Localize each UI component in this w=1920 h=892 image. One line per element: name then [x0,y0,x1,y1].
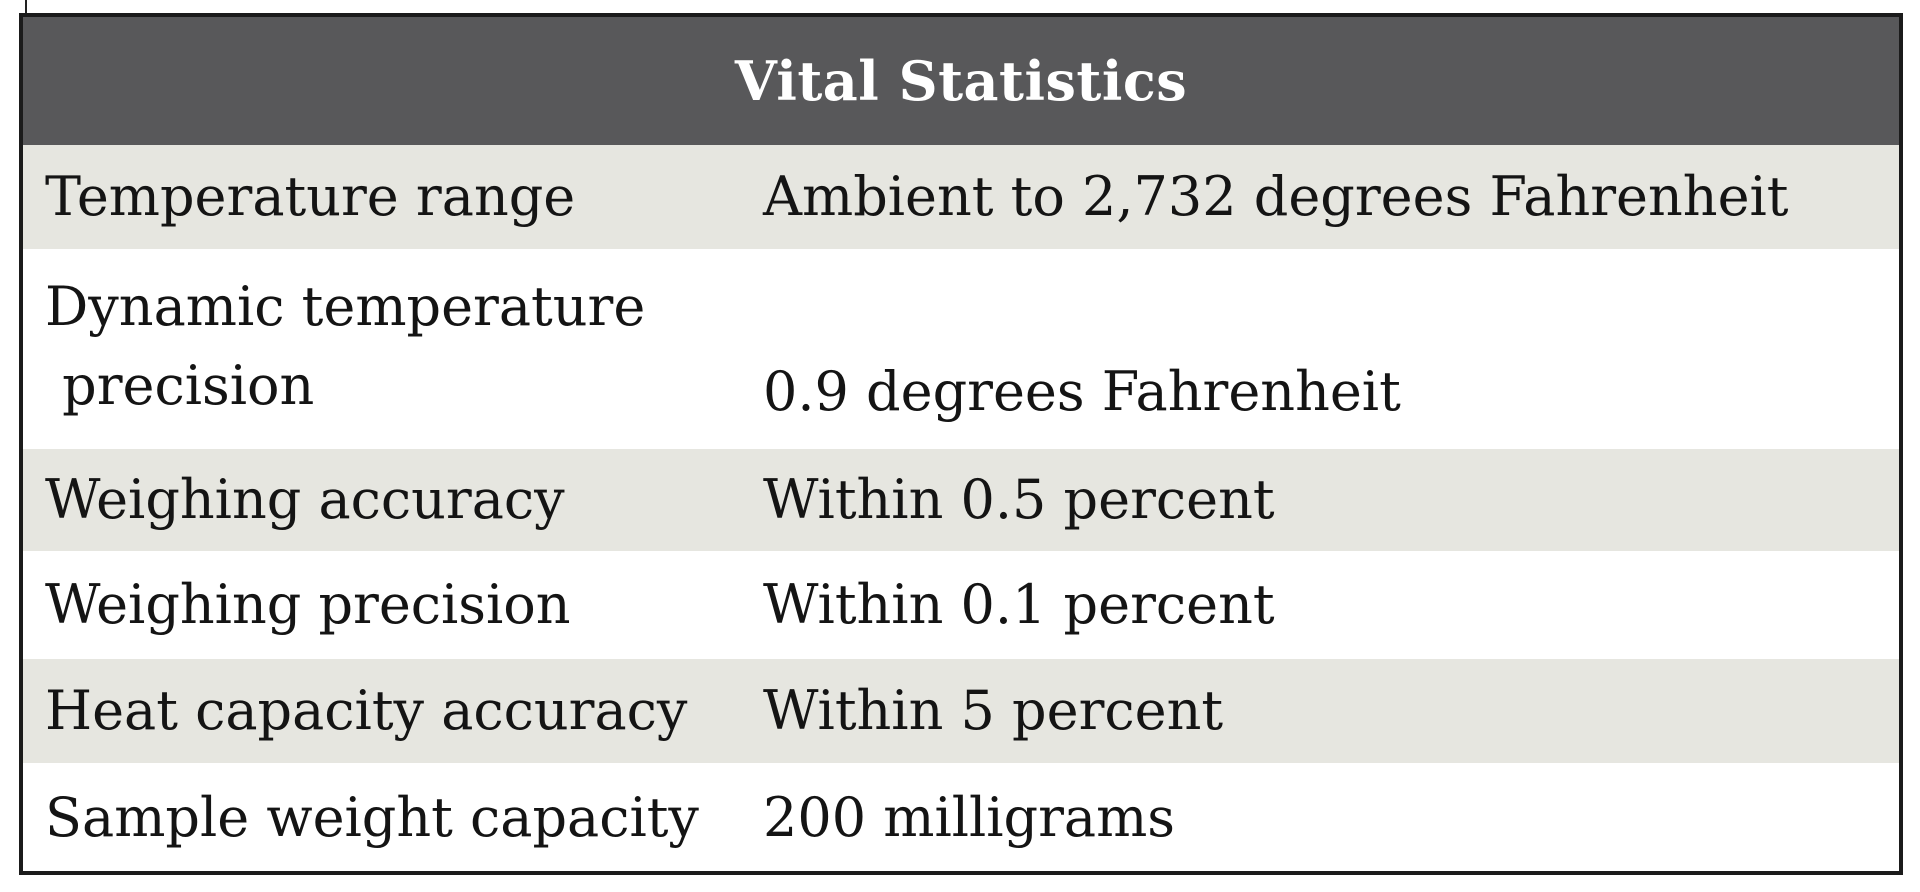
row-value: Within 0.5 percent [763,468,1275,532]
table-row: Sample weight capacity 200 milligrams [23,763,1899,871]
table-row: Heat capacity accuracy Within 5 percent [23,659,1899,763]
table-row: Weighing accuracy Within 0.5 percent [23,449,1899,551]
row-label: Sample weight capacity [45,786,699,850]
row-label: Heat capacity accuracy [45,679,688,743]
table-title: Vital Statistics [23,17,1899,145]
row-value: Within 0.1 percent [763,573,1275,637]
table-row: Temperature range Ambient to 2,732 degre… [23,145,1899,249]
vital-statistics-table: Vital Statistics Temperature range Ambie… [19,13,1903,875]
row-label: Temperature range [45,165,576,229]
row-label: Dynamic temperature precision [45,275,646,417]
row-value: 0.9 degrees Fahrenheit [763,359,1401,423]
row-value: Within 5 percent [763,679,1224,743]
stray-cursor-mark [25,0,27,16]
row-value: 200 milligrams [763,786,1176,850]
table-row: Dynamic temperature precision 0.9 degree… [23,249,1899,449]
row-label: Weighing precision [45,573,571,637]
table-row: Weighing precision Within 0.1 percent [23,551,1899,659]
row-value: Ambient to 2,732 degrees Fahrenheit [763,165,1789,229]
row-label: Weighing accuracy [45,468,565,532]
